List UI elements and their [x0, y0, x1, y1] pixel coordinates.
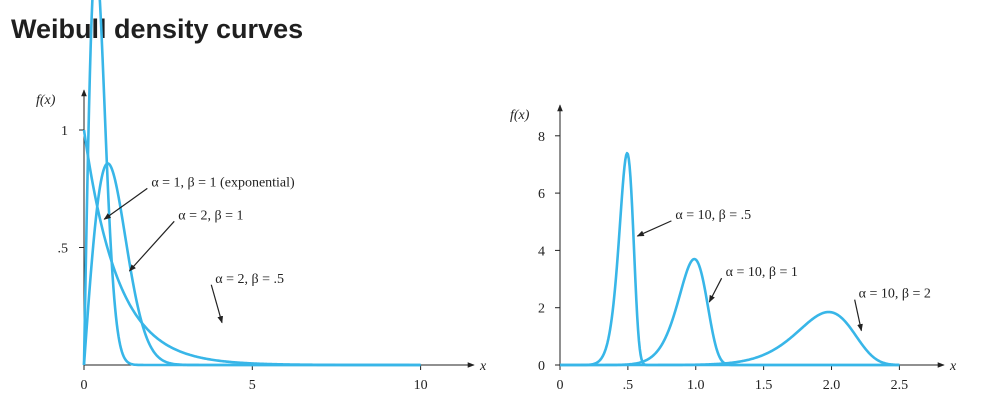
- annotation-arrow-1: [636, 220, 672, 237]
- x-tick-label: 1.5: [755, 378, 773, 393]
- x-tick-label: 2.0: [823, 378, 841, 393]
- y-tick-label: 8: [538, 130, 545, 145]
- x-axis-label: x: [479, 359, 487, 374]
- y-tick-label: 4: [538, 244, 545, 259]
- y-axis-label: f(x): [36, 93, 56, 108]
- annotation-arrow-1: [103, 187, 148, 220]
- x-tick-label: 10: [414, 378, 428, 393]
- x-tick-label: .5: [623, 378, 634, 393]
- page-title: Weibull density curves: [11, 14, 304, 44]
- series-curve-1: [559, 151, 900, 367]
- y-tick-label: 6: [538, 187, 545, 202]
- chart-panel-1: f(x) x 0 5 10 .5 1 α = 1, β = 1 (exponential) α …: [36, 0, 487, 393]
- series-curve-3: [559, 310, 900, 367]
- annotation-label-2: α = 10, β = 1: [726, 265, 798, 280]
- annotation-arrow-3: [210, 284, 224, 324]
- series-curve-2: [82, 162, 422, 367]
- annotation-label-3: α = 10, β = 2: [859, 287, 931, 302]
- x-axis-label: x: [949, 359, 957, 374]
- y-axis-label: f(x): [510, 108, 530, 123]
- chart-panel-2: f(x) x 0 .5 1.0 1.5 2.0 2.5 0 2 4 6 8 α = 10, β = .5 α…: [510, 104, 957, 393]
- annotation-label-3: α = 2, β = .5: [215, 272, 284, 287]
- annotation-arrow-2: [128, 220, 175, 272]
- annotation-arrow-2: [708, 277, 723, 303]
- annotation-arrow-3: [854, 299, 863, 332]
- series-curve-3: [82, 0, 422, 367]
- y-tick-label: 0: [538, 359, 545, 374]
- x-tick-label: 5: [249, 378, 256, 393]
- series-curve-1: [82, 129, 422, 367]
- x-tick-label: 2.5: [891, 378, 909, 393]
- y-tick-label: 1: [61, 124, 68, 139]
- annotation-label-2: α = 2, β = 1: [178, 208, 243, 223]
- x-tick-label: 0: [557, 378, 564, 393]
- annotation-label-1: α = 10, β = .5: [675, 208, 751, 223]
- annotation-label-1: α = 1, β = 1 (exponential): [151, 175, 295, 190]
- y-tick-label: 2: [538, 302, 545, 317]
- x-tick-label: 1.0: [687, 378, 705, 393]
- y-tick-label: .5: [58, 242, 69, 257]
- x-tick-label: 0: [81, 378, 88, 393]
